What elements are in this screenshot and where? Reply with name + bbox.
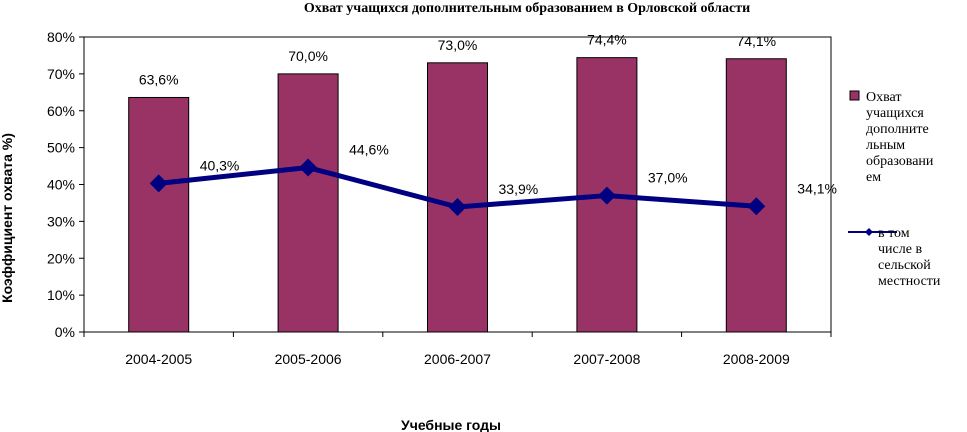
y-tick-label: 30% [47,213,75,229]
line-point [448,197,467,216]
y-tick-label: 0% [55,324,75,340]
x-axis-title: Учебные годы [401,417,501,432]
x-tick-label: 2007-2008 [573,351,640,367]
y-tick-label: 10% [47,287,75,303]
x-tick-label: 2004-2005 [125,351,192,367]
line-point [747,197,766,216]
line-data-label: 44,6% [349,142,389,158]
y-tick-label: 60% [47,103,75,119]
plot-frame [83,36,832,333]
x-axis-ticks: 2004-2005 2005-2006 2006-2007 2007-2008 2008… [83,332,832,367]
line-data-label: 33,9% [499,181,539,197]
chart-title: Охват учащихся дополнительным образовани… [304,1,750,16]
line-point [299,158,318,177]
bar-data-label: 63,6% [139,71,179,87]
y-axis-ticks: 0% 10% 20% 30% 40% 50% 60% 70% 80% [47,29,84,340]
bar [277,73,339,333]
bar-data-label: 74,4% [587,32,627,48]
legend-bar-swatch [849,90,860,101]
y-tick-label: 20% [47,250,75,266]
bar-data-label: 73,0% [438,37,478,53]
y-tick-label: 50% [47,140,75,156]
bar-series [128,57,787,333]
legend-line-label: в том числе в сельской местности [878,226,941,289]
x-tick-label: 2008-2009 [723,351,790,367]
line-data-label: 37,0% [648,170,688,186]
bar-data-label: 70,0% [288,48,328,64]
line-point [149,174,168,193]
line-series [149,158,766,216]
bar [128,96,190,333]
y-tick-label: 70% [47,66,75,82]
data-labels: 63,6% 70,0% 73,0% 74,4% 74,1% 40,3% 44,6% 33,9%… [139,32,837,197]
bar-data-label: 74,1% [736,33,776,49]
bar [427,62,488,333]
y-axis-title: Коэффициент охвата %) [0,133,15,303]
x-tick-label: 2006-2007 [424,351,491,367]
legend-bar-label: Охват учащихся дополните льным образовани ем [866,90,934,185]
x-tick-label: 2005-2006 [275,351,342,367]
y-tick-label: 40% [47,177,75,193]
line-data-label: 34,1% [797,180,837,196]
legend-line-marker [865,228,873,236]
bar [725,58,787,333]
line-point [597,186,616,205]
legend: Охват учащихся дополните льным образовани ем в… [848,90,941,289]
line-data-label: 40,3% [200,157,240,173]
y-tick-label: 80% [47,29,75,45]
